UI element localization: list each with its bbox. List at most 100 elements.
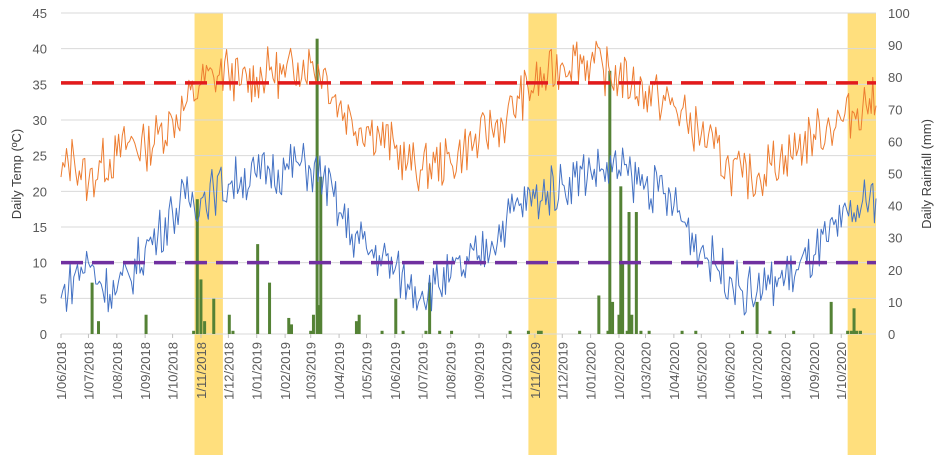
rainfall-bar <box>212 298 216 334</box>
x-tick-label: 1/03/2019 <box>304 342 319 400</box>
rainfall-bar <box>438 330 442 334</box>
x-tick-label: 1/07/2018 <box>81 342 96 400</box>
x-tick-label: 1/12/2019 <box>555 342 570 400</box>
rainfall-bar <box>90 282 94 334</box>
rainfall-bar <box>97 321 101 334</box>
y-tick-label: 25 <box>33 149 47 164</box>
x-tick-label: 1/11/2019 <box>528 342 543 399</box>
y2-tick-label: 50 <box>888 167 902 182</box>
y-tick-label: 15 <box>33 220 47 235</box>
y-tick-label: 40 <box>33 42 47 57</box>
rainfall-bar <box>627 212 631 334</box>
x-tick-label: 1/10/2019 <box>499 342 514 400</box>
x-tick-label: 1/09/2018 <box>138 342 153 400</box>
x-tick-label: 1/02/2020 <box>612 342 627 400</box>
x-tick-label: 1/01/2019 <box>250 342 265 400</box>
rainfall-bar <box>536 330 540 334</box>
y2-tick-label: 40 <box>888 199 902 214</box>
x-tick-label: 1/03/2020 <box>638 342 653 400</box>
y2-tick-label: 30 <box>888 231 902 246</box>
x-tick-label: 1/08/2020 <box>778 342 793 400</box>
rainfall-bar <box>608 70 612 334</box>
y-tick-label: 5 <box>40 291 47 306</box>
rainfall-bar <box>315 38 319 335</box>
rainfall-bar <box>380 330 384 334</box>
x-tick-label: 1/10/2018 <box>166 342 181 400</box>
rainfall-bar <box>852 308 856 334</box>
rainfall-bar <box>755 301 759 334</box>
highlight-period-3 <box>847 13 876 455</box>
x-tick-label: 1/09/2020 <box>807 342 822 400</box>
rainfall-bar <box>639 330 643 334</box>
rainfall-bar <box>199 279 203 334</box>
y2-tick-label: 80 <box>888 70 902 85</box>
threshold-lines <box>61 81 876 265</box>
x-tick-label: 1/10/2020 <box>834 342 849 400</box>
x-tick-label: 1/02/2019 <box>278 342 293 400</box>
rainfall-bar <box>424 330 428 334</box>
x-tick-label: 1/07/2020 <box>750 342 765 400</box>
rainfall-bar <box>144 314 148 334</box>
rainfall-bar <box>625 330 629 334</box>
temperature-lines <box>60 40 877 316</box>
rainfall-bar <box>357 314 361 334</box>
rainfall-bar <box>268 282 272 334</box>
rainfall-bar <box>846 330 850 334</box>
y2-tick-label: 0 <box>888 327 895 342</box>
x-tick-label: 1/01/2020 <box>584 342 599 400</box>
rainfall-bar <box>287 317 291 334</box>
rainfall-bar <box>401 330 405 334</box>
rainfall-bar <box>526 330 530 334</box>
y-axis-left-title: Daily Temp (ºC) <box>9 129 24 219</box>
rainfall-bar <box>740 330 744 334</box>
rainfall-bar <box>606 330 610 334</box>
x-tick-label: 1/05/2020 <box>694 342 709 400</box>
rainfall-bar <box>195 199 199 334</box>
rainfall-bar <box>855 330 859 334</box>
y2-tick-label: 60 <box>888 134 902 149</box>
y2-tick-label: 10 <box>888 295 902 310</box>
rainfall-bar <box>630 314 634 334</box>
rainfall-bar <box>768 330 772 334</box>
rainfall-bar <box>858 330 862 334</box>
rainfall-bar <box>694 330 698 334</box>
y-tick-label: 20 <box>33 184 47 199</box>
rainfall-bar <box>647 330 651 334</box>
rainfall-bar <box>203 321 207 334</box>
x-tick-label: 1/04/2019 <box>332 342 347 400</box>
min-temp-line <box>60 142 877 316</box>
x-tick-label: 1/06/2019 <box>388 342 403 400</box>
rainfall-bar <box>539 330 543 334</box>
rainfall-bar <box>192 330 196 334</box>
rainfall-bar <box>394 298 398 334</box>
x-tick-label: 1/05/2019 <box>360 342 375 400</box>
x-tick-label: 1/08/2018 <box>110 342 125 400</box>
rainfall-bar <box>634 212 638 334</box>
y-axis-right-ticks: 0 10 20 30 40 50 60 70 80 90 100 <box>888 6 910 342</box>
rainfall-bar <box>311 314 315 334</box>
y2-tick-label: 100 <box>888 6 910 21</box>
y2-tick-label: 70 <box>888 102 902 117</box>
y-tick-label: 35 <box>33 77 47 92</box>
rainfall-bar <box>680 330 684 334</box>
y-tick-label: 30 <box>33 113 47 128</box>
rainfall-bar <box>290 324 294 334</box>
gridlines <box>61 12 876 335</box>
rainfall-bar <box>428 282 432 334</box>
x-axis-ticks: 1/06/2018 1/07/2018 1/08/2018 1/09/2018 1/10… <box>54 334 849 400</box>
x-tick-label: 1/11/2018 <box>194 342 209 399</box>
y-axis-left-ticks: 0 5 10 15 20 25 30 35 40 45 <box>33 6 47 342</box>
x-tick-label: 1/09/2019 <box>472 342 487 400</box>
rainfall-bars <box>90 38 862 335</box>
x-tick-label: 1/06/2020 <box>723 342 738 400</box>
y2-tick-label: 90 <box>888 38 902 53</box>
y-tick-label: 10 <box>33 256 47 271</box>
rainfall-bar <box>617 314 621 334</box>
rainfall-bar <box>256 244 260 334</box>
rainfall-bar <box>319 176 323 334</box>
x-tick-label: 1/04/2020 <box>667 342 682 400</box>
rainfall-bar <box>227 314 231 334</box>
y-tick-label: 0 <box>40 327 47 342</box>
rainfall-bar <box>619 186 623 334</box>
